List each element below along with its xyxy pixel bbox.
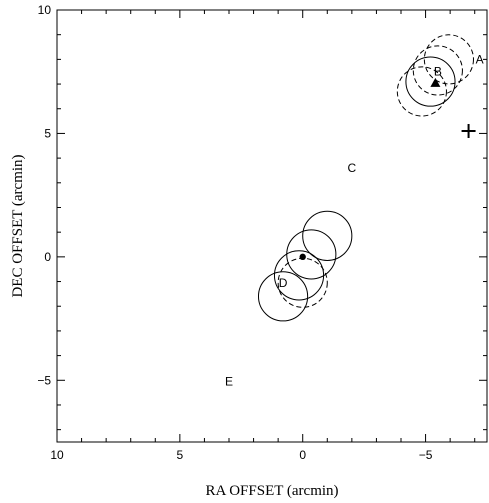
point-label: B [434, 65, 442, 79]
plot-frame [56, 9, 488, 443]
point-labels: A B C D E [225, 52, 484, 388]
solid-circle [405, 56, 456, 107]
x-tick-label: 10 [50, 448, 64, 462]
y-tick-label: 0 [44, 250, 51, 264]
point-label: E [225, 375, 233, 389]
point-label: D [279, 276, 288, 290]
x-tick-label: 5 [177, 448, 184, 462]
y-tick-label: 5 [44, 126, 51, 140]
dashed-circle [412, 45, 463, 96]
x-tick-label: 0 [299, 448, 306, 462]
point-label: A [476, 52, 484, 66]
dashed-circle [396, 66, 447, 117]
marker-series [299, 77, 476, 261]
solid-circle [273, 250, 325, 301]
x-axis-label: RA OFFSET (arcmin) [205, 483, 338, 499]
plus-marker [461, 123, 476, 138]
dot-marker [299, 253, 306, 261]
dashed-circle [423, 34, 474, 85]
y-tick-label: 10 [38, 3, 52, 17]
solid-circle [302, 210, 353, 261]
point-label: C [348, 161, 357, 175]
x-axis-ticks: 10 5 0 −5 [50, 10, 476, 462]
y-tick-label: −5 [37, 373, 51, 387]
y-axis-label: DEC OFFSET (arcmin) [10, 154, 26, 297]
solid-circle [257, 271, 309, 322]
circle-series [257, 34, 474, 322]
triangle-marker [430, 77, 441, 87]
x-tick-label: −5 [419, 448, 433, 462]
y-axis-ticks: 10 5 0 −5 [37, 3, 487, 431]
